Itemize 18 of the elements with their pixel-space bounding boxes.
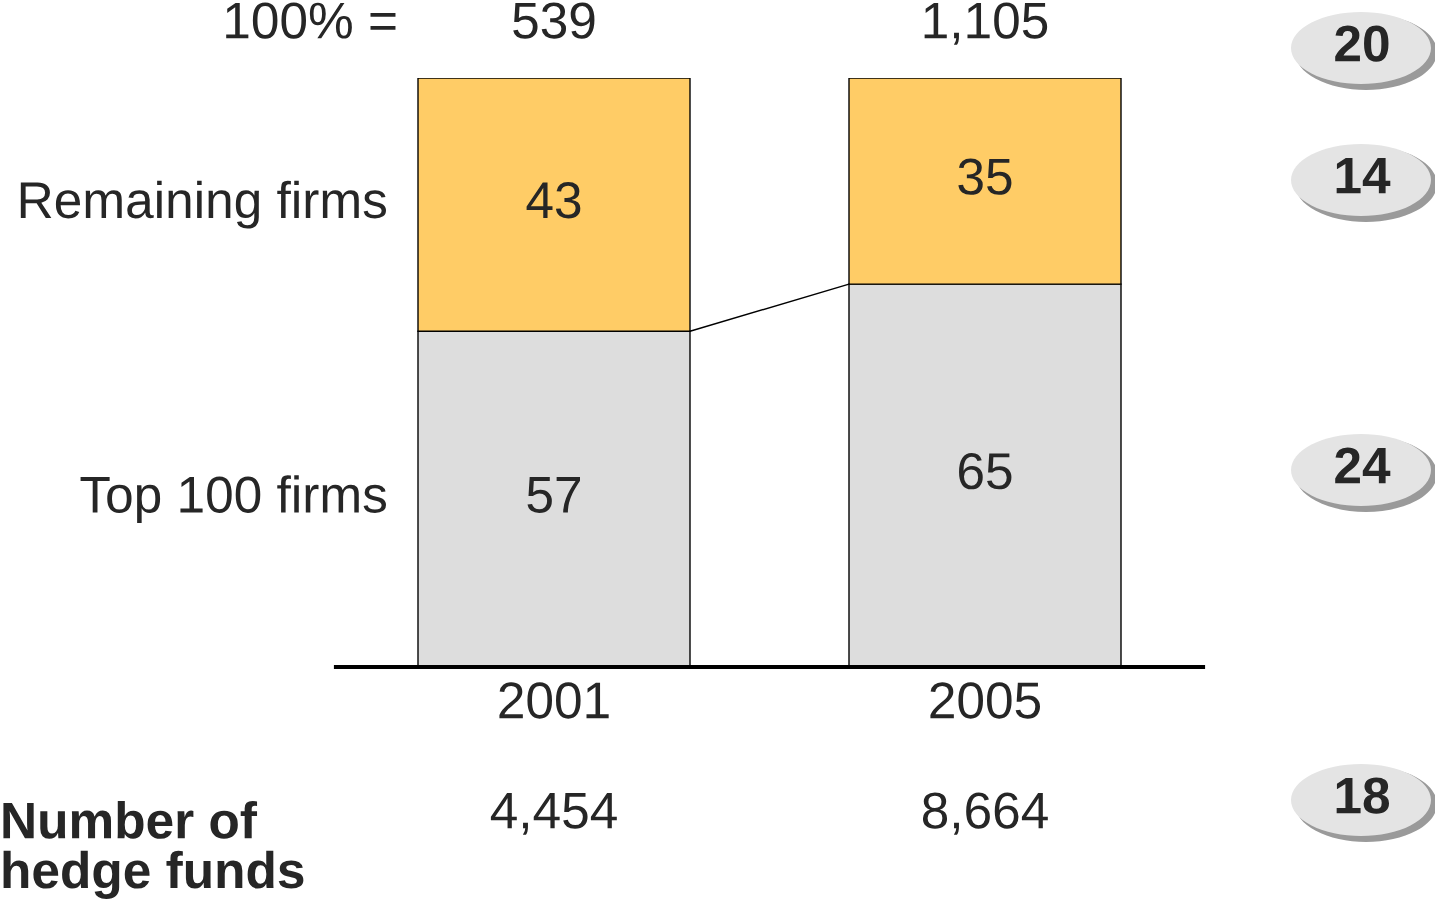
text: 24 [1335, 447, 1391, 484]
text: 8,664 [922, 792, 1048, 835]
text: 14 [1336, 157, 1391, 194]
data-label: 65 [959, 452, 1012, 490]
x-tick-label: 2001 [499, 682, 609, 719]
series-label: Remaining firms [20, 180, 386, 229]
text: 100% = [226, 2, 396, 39]
text: Number of hedge funds [3, 801, 304, 899]
x-tick-label: 2005 [930, 682, 1041, 719]
data-label: 43 [526, 182, 581, 219]
text: 4,454 [490, 792, 617, 835]
data-label: 57 [527, 477, 580, 513]
text: 539 [513, 2, 595, 39]
text: 18 [1336, 777, 1390, 814]
data-label: 35 [958, 158, 1012, 195]
series-label: Top 100 firms [80, 475, 386, 524]
text: 20 [1335, 25, 1389, 62]
text: 1,105 [924, 2, 1048, 45]
